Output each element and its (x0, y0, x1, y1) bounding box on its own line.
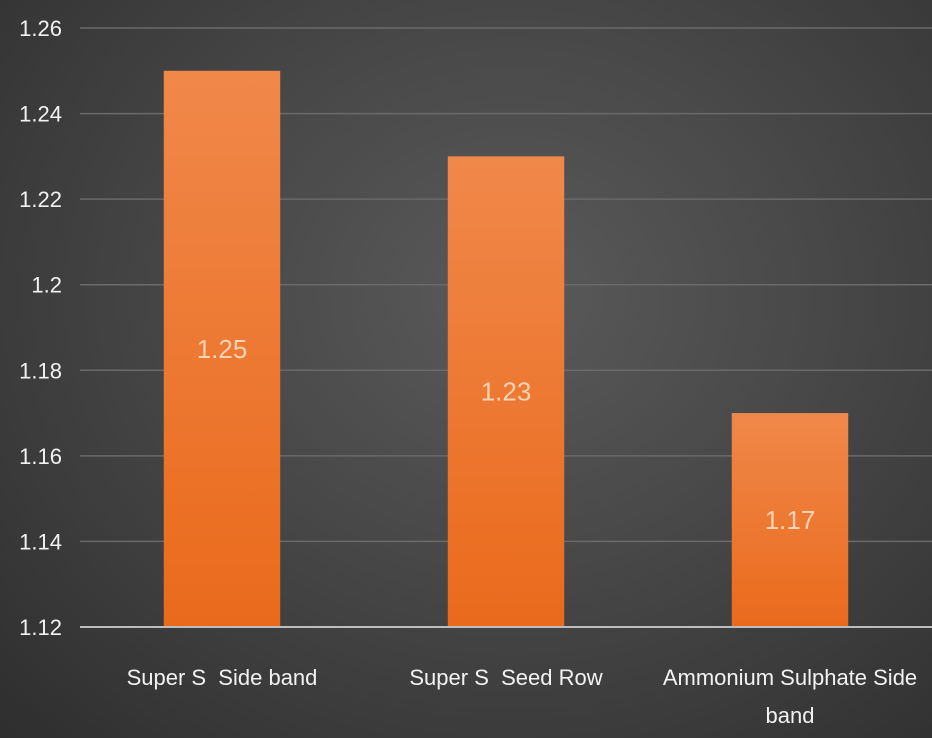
data-label: 1.23 (481, 377, 532, 407)
bar (163, 70, 281, 628)
y-tick-label: 1.14 (19, 529, 62, 554)
x-category-label: Super S Seed Row (409, 665, 602, 690)
y-tick-label: 1.18 (19, 358, 62, 383)
x-category-label: Super S Side band (127, 665, 318, 690)
data-label: 1.17 (765, 505, 816, 535)
data-label: 1.25 (197, 334, 248, 364)
axes: 1.12 1.14 1.16 1.18 1.2 1.22 1.24 1.26 Super S S… (19, 16, 932, 728)
bar (447, 156, 565, 627)
y-tick-label: 1.22 (19, 187, 62, 212)
x-category-label: Ammonium Sulphate Side band (663, 665, 917, 728)
bar (731, 413, 849, 627)
y-tick-label: 1.2 (31, 273, 62, 298)
bars: 1.25 1.23 1.17 (163, 70, 849, 628)
y-tick-label: 1.12 (19, 615, 62, 640)
y-tick-label: 1.24 (19, 102, 62, 127)
y-tick-label: 1.26 (19, 16, 62, 41)
y-tick-label: 1.16 (19, 444, 62, 469)
